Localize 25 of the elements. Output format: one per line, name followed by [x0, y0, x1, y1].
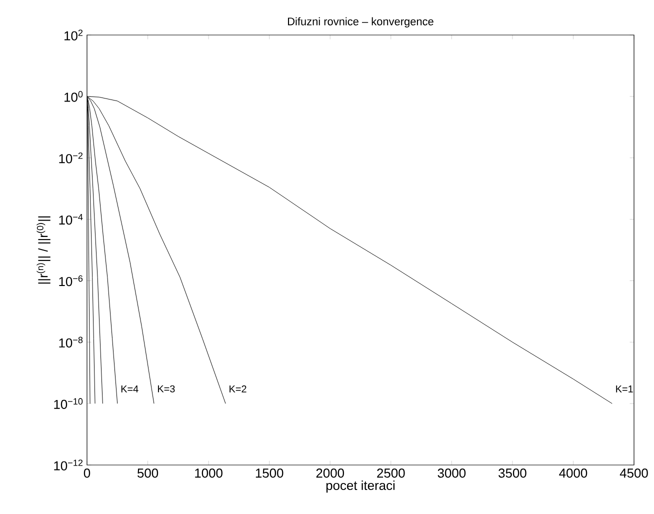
- x-axis-title: pocet iteraci: [326, 480, 395, 493]
- series-label: K=3: [158, 385, 175, 392]
- x-tick-label: 500: [137, 468, 158, 478]
- series-label: K=1: [616, 386, 633, 392]
- x-tick-label: 4000: [559, 468, 588, 478]
- series-label: K=2: [230, 385, 246, 392]
- y-tick-label: 10$^{−2}$: [59, 152, 83, 164]
- y-tick-label: 10$^{0}$: [64, 91, 83, 102]
- y-tick-label: 10$^{−6}$: [59, 275, 83, 286]
- x-tick-label: 3000: [438, 468, 466, 478]
- x-tick-label: 4500: [620, 468, 648, 478]
- x-tick-label: 0: [84, 468, 90, 478]
- chart-title: Difuzni rovnice – konvergence: [288, 17, 434, 28]
- y-tick-label: 10$^{−10}$: [54, 398, 83, 409]
- y-tick-label: 10$^{−12}$: [54, 460, 83, 470]
- y-tick-label: 10$^{2}$: [64, 30, 83, 40]
- x-tick-label: 2000: [316, 468, 344, 478]
- y-axis-title: ||r$^{(n)}$|| / ||r$^{(0)}$||: [36, 216, 50, 284]
- y-tick-label: 10$^{−4}$: [59, 214, 83, 225]
- x-tick-label: 2500: [377, 468, 405, 478]
- y-tick-label: 10$^{−8}$: [59, 336, 83, 348]
- series-label: K=4: [121, 386, 138, 392]
- x-tick-label: 1500: [256, 468, 284, 478]
- x-tick-label: 1000: [195, 468, 222, 478]
- x-tick-label: 3500: [498, 468, 526, 478]
